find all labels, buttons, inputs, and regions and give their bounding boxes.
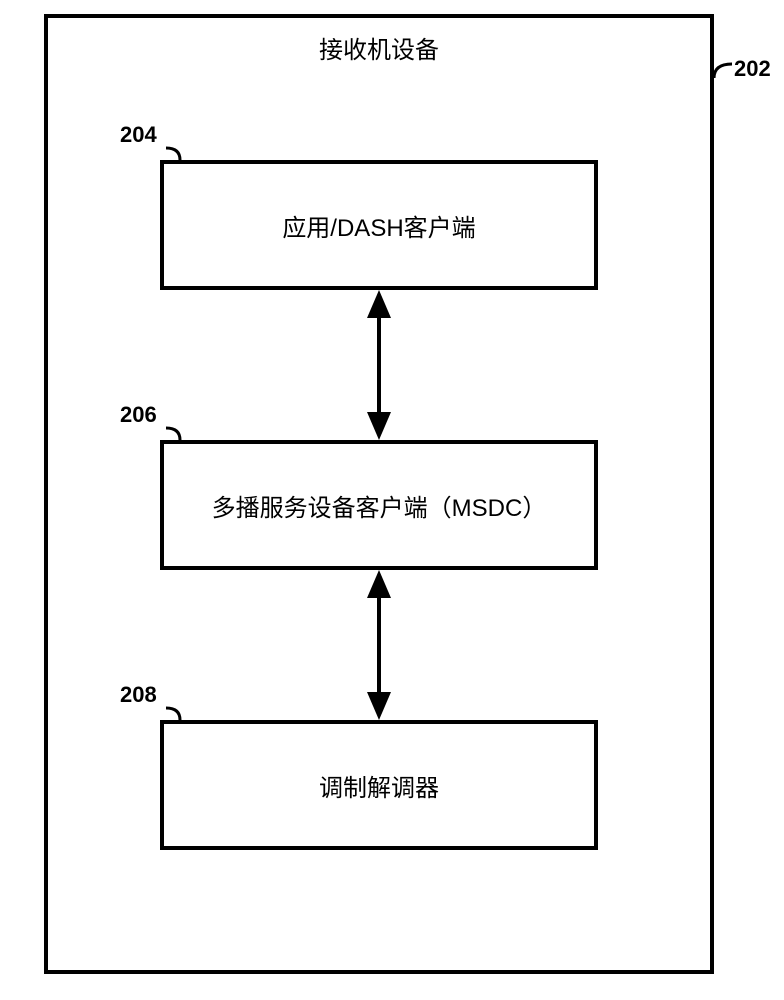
msdc-label: 多播服务设备客户端（MSDC）	[212, 488, 547, 523]
app-dash-client-label: 应用/DASH客户端	[282, 208, 475, 243]
ref-202-leader	[714, 64, 736, 82]
ref-206-label: 206	[120, 402, 157, 428]
arrow-app-to-msdc	[363, 290, 395, 440]
ref-206-leader	[166, 428, 184, 444]
ref-208-leader	[166, 708, 184, 724]
msdc-box: 多播服务设备客户端（MSDC）	[160, 440, 598, 570]
ref-204-leader	[166, 148, 184, 164]
ref-208-label: 208	[120, 682, 157, 708]
arrow-msdc-to-modem	[363, 570, 395, 720]
ref-204-label: 204	[120, 122, 157, 148]
ref-202-label: 202	[734, 56, 771, 82]
diagram-canvas: 接收机设备 202 应用/DASH客户端 204 多播服务设备客户端（MSDC）…	[0, 0, 784, 1000]
modem-label: 调制解调器	[319, 768, 439, 803]
modem-box: 调制解调器	[160, 720, 598, 850]
receiver-device-title: 接收机设备	[44, 30, 714, 65]
app-dash-client-box: 应用/DASH客户端	[160, 160, 598, 290]
